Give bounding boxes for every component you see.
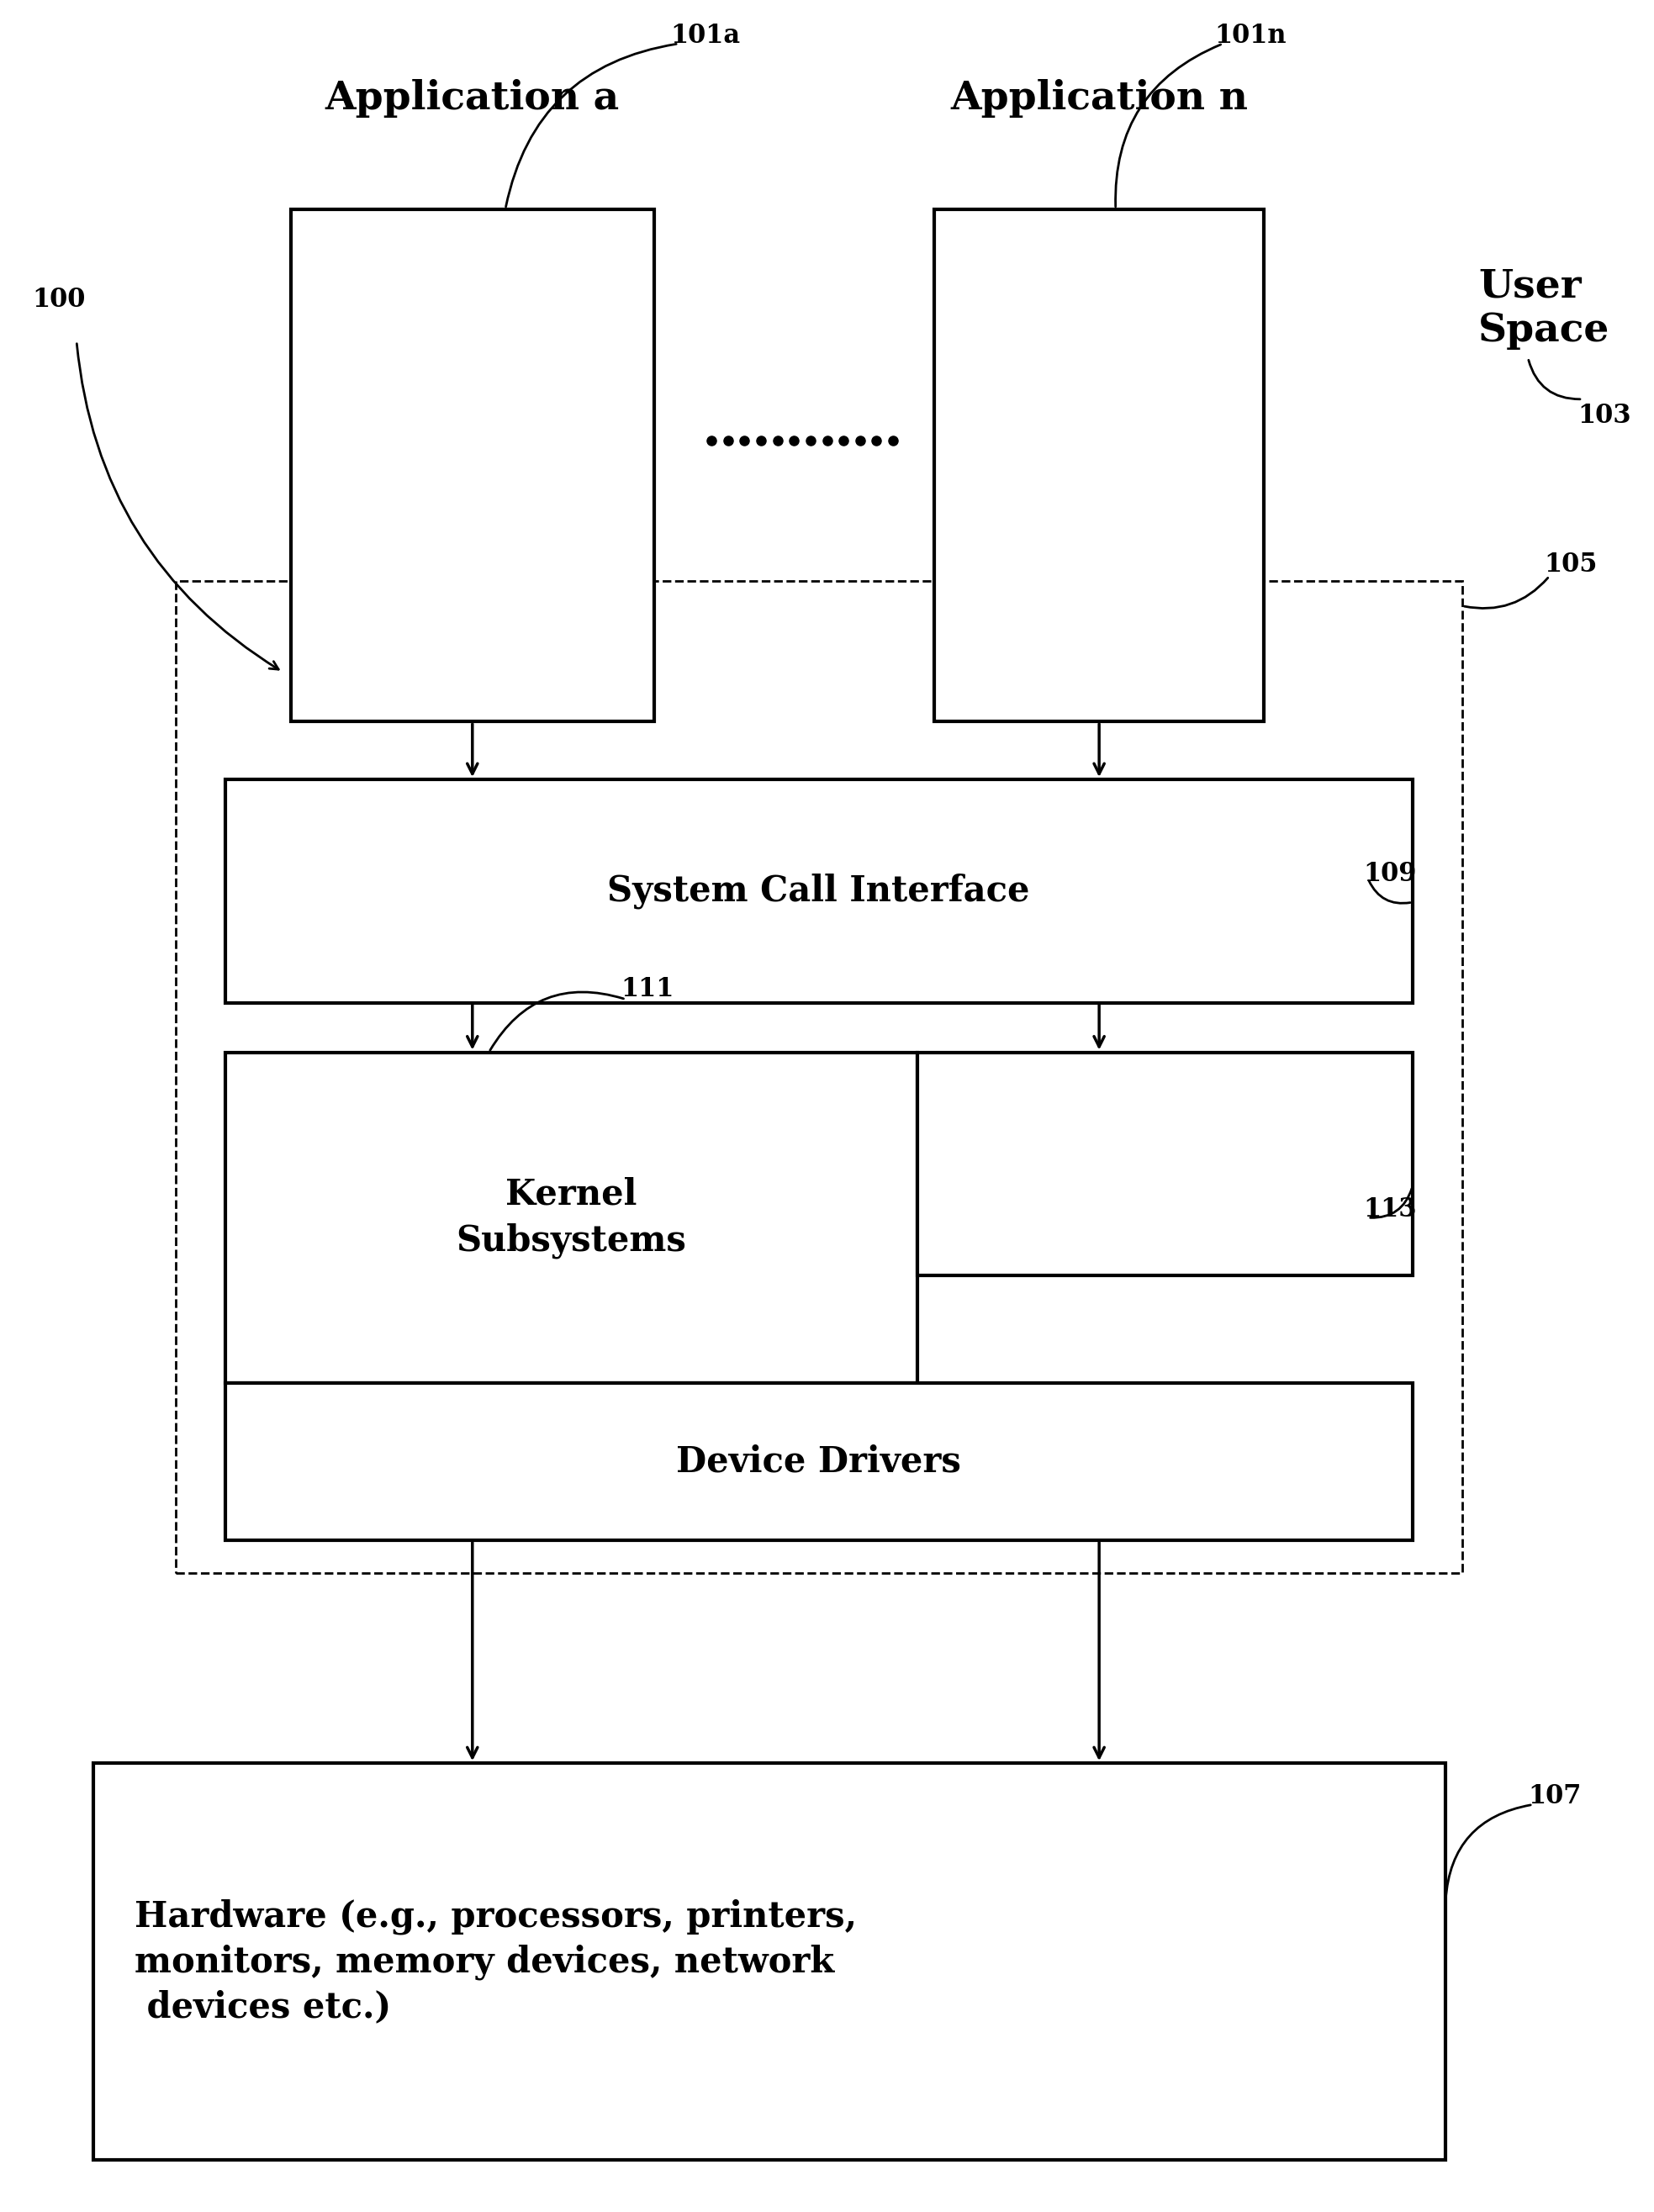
Bar	[225, 1382, 1413, 1540]
Text: 111: 111	[620, 975, 675, 1002]
Bar	[93, 1763, 1446, 2161]
Bar	[935, 208, 1264, 721]
Text: Application n: Application n	[951, 80, 1249, 117]
Text: System Call Interface: System Call Interface	[607, 874, 1030, 909]
Text: 101a: 101a	[670, 22, 741, 49]
Text: Application a: Application a	[326, 80, 620, 117]
Text: User
Space: User Space	[1479, 265, 1609, 349]
Text: Hardware (e.g., processors, printers,
monitors, memory devices, network
 devices: Hardware (e.g., processors, printers, mo…	[134, 1898, 857, 2024]
Text: 107: 107	[1528, 1783, 1581, 1809]
Text: Device Drivers: Device Drivers	[676, 1444, 961, 1480]
Bar	[918, 1053, 1413, 1276]
Text: 101n: 101n	[1214, 22, 1287, 49]
Text: 100: 100	[31, 288, 86, 312]
Bar	[291, 208, 653, 721]
Bar	[225, 779, 1413, 1002]
Text: 109: 109	[1363, 860, 1416, 887]
Text: 103: 103	[1578, 403, 1631, 429]
Text: 113: 113	[1363, 1197, 1416, 1223]
Bar	[225, 1053, 918, 1382]
Bar	[175, 582, 1462, 1573]
Text: Kernel
Subsystems: Kernel Subsystems	[457, 1177, 686, 1259]
Text: 105: 105	[1545, 551, 1598, 577]
